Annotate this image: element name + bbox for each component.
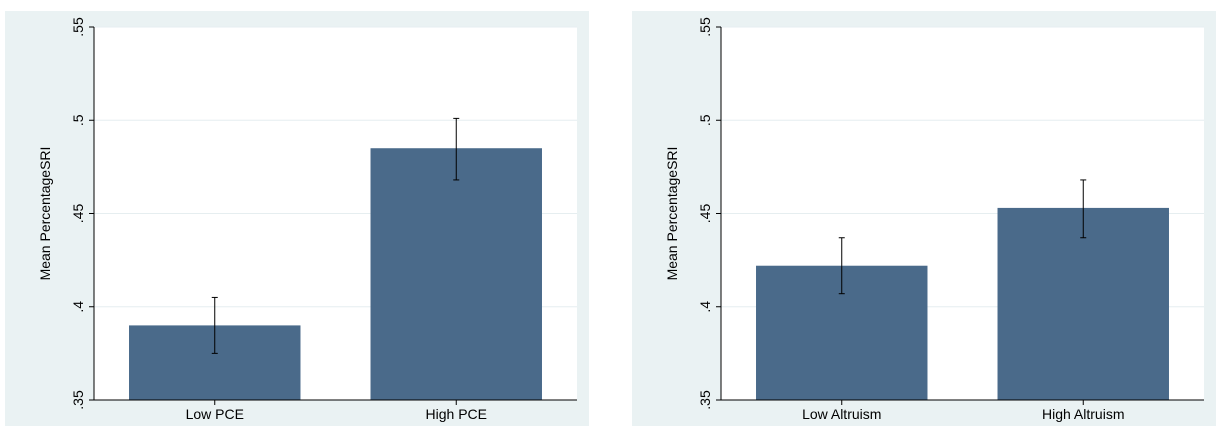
error-bar	[453, 117, 460, 181]
x-category-label: Low Altruism	[802, 406, 881, 422]
y-tick-label: .45	[697, 204, 713, 224]
bar-chart-pce: .35 .4 .45 .5 .55 Mean PercentageSRI Low PCE Hi…	[37, 17, 577, 422]
y-tick-label: .45	[70, 204, 86, 224]
y-tick-label: .55	[70, 17, 86, 37]
y-tick-label: .35	[697, 390, 713, 410]
x-category-label: High Altruism	[1042, 406, 1124, 422]
y-tick-label: .4	[697, 301, 713, 313]
error-bar	[1080, 179, 1087, 239]
error-bar	[838, 237, 845, 295]
y-tick-label: .5	[697, 114, 713, 126]
bar-chart-altruism: .35 .4 .45 .5 .55 Mean PercentageSRI Low Altru…	[664, 17, 1204, 422]
y-tick-label: .5	[70, 114, 86, 126]
y-axis-title: Mean PercentageSRI	[664, 147, 680, 281]
chart-panel-pce: .35 .4 .45 .5 .55 Mean PercentageSRI Low PCE Hi…	[5, 11, 589, 426]
x-category-label: High PCE	[426, 406, 487, 422]
bar-high-altruism	[997, 207, 1169, 400]
y-tick-label: .35	[70, 390, 86, 410]
x-category-label: Low PCE	[186, 406, 244, 422]
error-bar	[211, 296, 218, 354]
y-tick-label: .55	[697, 17, 713, 37]
bar-high-pce	[370, 148, 542, 400]
chart-panel-altruism: .35 .4 .45 .5 .55 Mean PercentageSRI Low Altru…	[632, 11, 1216, 426]
y-tick-label: .4	[70, 301, 86, 313]
y-axis-title: Mean PercentageSRI	[37, 147, 53, 281]
